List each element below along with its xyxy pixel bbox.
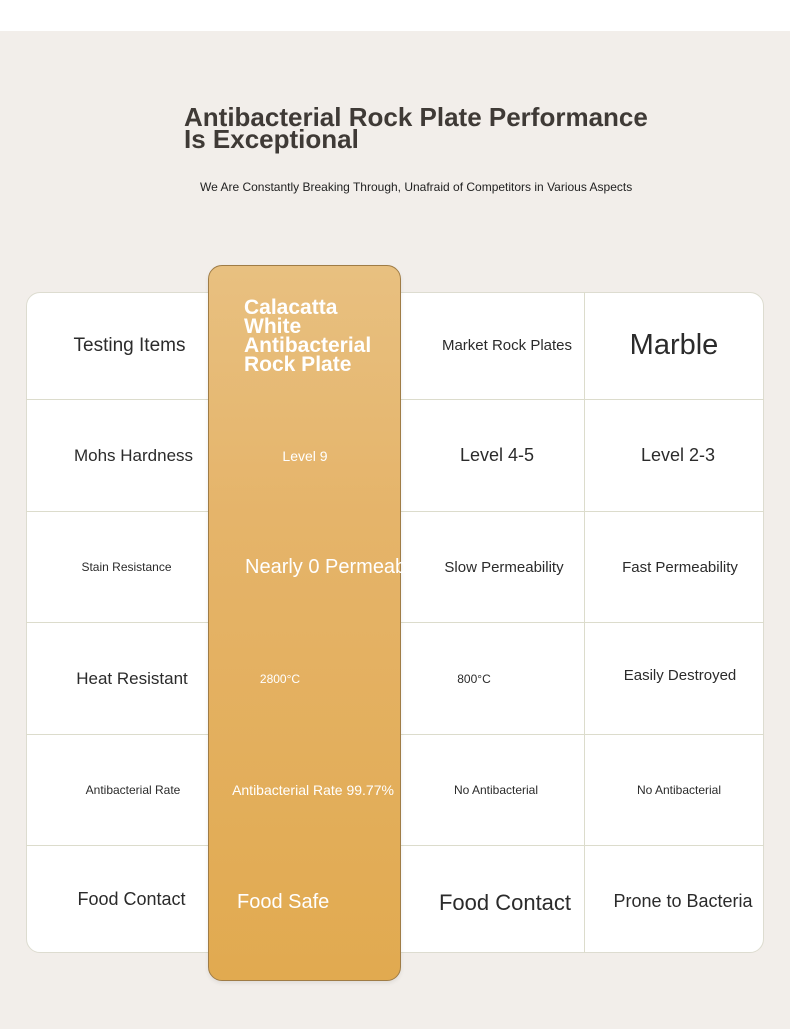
header-market-rock-plates: Market Rock Plates xyxy=(441,337,573,354)
header-marble: Marble xyxy=(629,329,719,361)
row-heat-marble: Easily Destroyed xyxy=(623,667,737,684)
row-food-calacatta: Food Safe xyxy=(237,891,330,913)
column-divider xyxy=(584,292,585,953)
row-food-marble: Prone to Bacteria xyxy=(613,891,753,911)
page-title: Antibacterial Rock Plate Performance Is … xyxy=(184,102,648,154)
header-calacatta: Calacatta White Antibacterial Rock Plate xyxy=(244,296,372,376)
row-stain-label: Stain Resistance xyxy=(81,560,172,574)
row-food-market: Food Contact xyxy=(438,889,572,915)
highlight-column xyxy=(208,265,401,981)
row-mohs-market: Level 4-5 xyxy=(459,445,535,465)
row-stain-calacatta: Nearly 0 Permeability xyxy=(245,555,436,578)
row-mohs-label: Mohs Hardness xyxy=(73,445,194,465)
row-antibacterial-marble: No Antibacterial xyxy=(636,783,722,797)
row-heat-market: 800°C xyxy=(457,671,491,686)
row-heat-calacatta: 2800°C xyxy=(259,671,301,686)
row-mohs-calacatta: Level 9 xyxy=(282,447,328,464)
row-stain-marble: Fast Permeability xyxy=(622,558,738,576)
row-antibacterial-calacatta: Antibacterial Rate 99.77% xyxy=(232,782,394,798)
row-heat-label: Heat Resistant xyxy=(76,668,188,688)
header-testing-items: Testing Items xyxy=(73,334,186,356)
row-stain-market: Slow Permeability xyxy=(444,558,564,576)
row-antibacterial-label: Antibacterial Rate xyxy=(85,783,181,797)
row-mohs-marble: Level 2-3 xyxy=(640,445,716,465)
row-food-label: Food Contact xyxy=(77,889,186,909)
top-strip xyxy=(0,0,790,31)
row-antibacterial-market: No Antibacterial xyxy=(453,783,539,797)
page-subtitle: We Are Constantly Breaking Through, Unaf… xyxy=(200,180,633,194)
